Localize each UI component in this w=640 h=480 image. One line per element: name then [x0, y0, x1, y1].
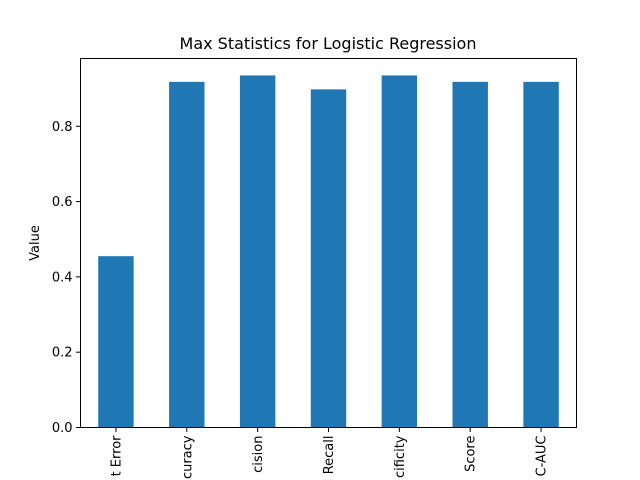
y-axis-label: Value [28, 225, 43, 261]
y-tick-label-1: 0.2 [52, 346, 73, 361]
bar-3 [310, 89, 347, 428]
bar-4 [381, 75, 418, 428]
y-tick-label-0: 0.0 [52, 421, 73, 436]
bars-group [98, 75, 559, 428]
x-tick-label-0: t Error [109, 435, 124, 477]
x-tick-label-2: cision [251, 436, 266, 473]
x-tick-label-6: C-AUC [535, 436, 550, 477]
x-tick-label-5: Score [464, 436, 479, 472]
y-tick-label-2: 0.4 [52, 270, 73, 285]
y-tick-label-3: 0.6 [52, 195, 73, 210]
bar-2 [239, 75, 276, 428]
x-tick-label-4: cificity [393, 435, 408, 478]
y-tick-label-4: 0.8 [52, 120, 73, 135]
chart-title: Max Statistics for Logistic Regression [180, 34, 477, 53]
bar-1 [169, 81, 205, 428]
x-axis-ticks: t Error curacy cision Recall cificity Score C-… [109, 427, 550, 479]
bar-5 [452, 81, 488, 428]
plot-frame [80, 58, 577, 428]
x-tick-label-3: Recall [322, 436, 337, 475]
bar-6 [523, 81, 559, 428]
x-tick-label-1: curacy [180, 435, 195, 479]
bar-0 [98, 256, 134, 428]
y-axis-ticks: 0.0 0.2 0.4 0.6 0.8 [52, 120, 81, 436]
